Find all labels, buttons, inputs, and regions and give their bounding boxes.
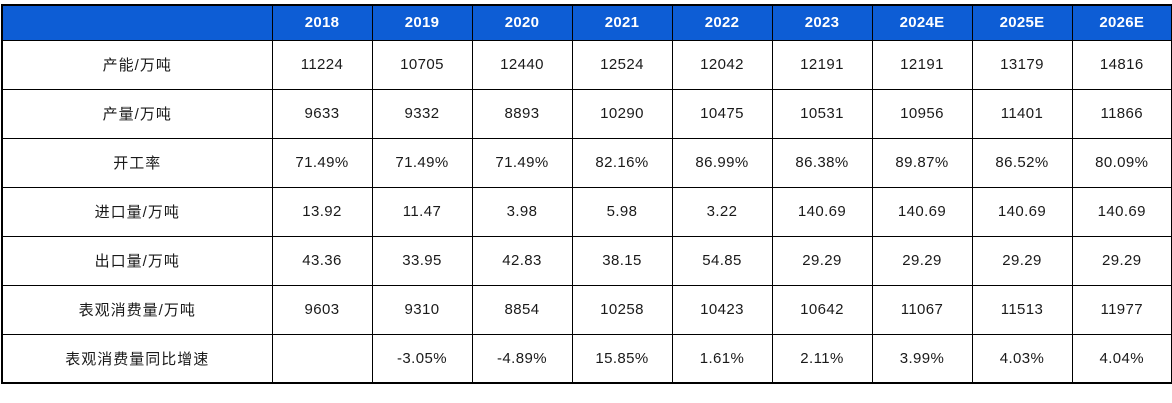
data-cell: 86.38% <box>771 137 873 188</box>
year-column-header: 2019 <box>371 4 473 41</box>
data-cell: 4.04% <box>1071 333 1172 384</box>
data-cell: 29.29 <box>871 235 973 286</box>
data-cell: 29.29 <box>1071 235 1172 286</box>
year-column-header: 2020 <box>471 4 573 41</box>
year-column-header: 2018 <box>271 4 373 41</box>
table-row: 进口量/万吨 13.92 11.47 3.98 5.98 3.22 140.69 140.69… <box>1 186 1172 237</box>
data-cell: 29.29 <box>971 235 1073 286</box>
table-row: 出口量/万吨 43.36 33.95 42.83 38.15 54.85 29.29 29.2… <box>1 235 1172 286</box>
data-cell: 13.92 <box>271 186 373 237</box>
row-label-cell: 开工率 <box>1 137 273 188</box>
table-body: 产能/万吨 11224 10705 12440 12524 12042 12191 12191… <box>1 39 1172 384</box>
data-cell: 4.03% <box>971 333 1073 384</box>
table-header-row: 2018 2019 2020 2021 2022 2023 2024E 2025E 2026E <box>1 4 1172 41</box>
year-column-header: 2026E <box>1071 4 1172 41</box>
data-cell: 14816 <box>1071 39 1172 90</box>
data-cell: 11.47 <box>371 186 473 237</box>
header-row: 2018 2019 2020 2021 2022 2023 2024E 2025E 2026E <box>1 4 1172 41</box>
data-cell: 9603 <box>271 284 373 335</box>
data-cell: 3.22 <box>671 186 773 237</box>
data-cell: 140.69 <box>871 186 973 237</box>
data-cell: 11067 <box>871 284 973 335</box>
year-column-header: 2023 <box>771 4 873 41</box>
data-cell: 11866 <box>1071 88 1172 139</box>
row-label-cell: 产能/万吨 <box>1 39 273 90</box>
data-cell: 43.36 <box>271 235 373 286</box>
data-cell: 5.98 <box>571 186 673 237</box>
data-cell: 12191 <box>771 39 873 90</box>
data-cell: 9332 <box>371 88 473 139</box>
data-cell: 10705 <box>371 39 473 90</box>
data-cell: 71.49% <box>271 137 373 188</box>
data-cell: 11977 <box>1071 284 1172 335</box>
data-cell: 140.69 <box>971 186 1073 237</box>
data-cell <box>271 333 373 384</box>
data-cell: 12524 <box>571 39 673 90</box>
table-row: 表观消费量/万吨 9603 9310 8854 10258 10423 10642 11067… <box>1 284 1172 335</box>
data-cell: 71.49% <box>471 137 573 188</box>
data-cell: 42.83 <box>471 235 573 286</box>
table-row: 产量/万吨 9633 9332 8893 10290 10475 10531 10956 114… <box>1 88 1172 139</box>
data-cell: 10642 <box>771 284 873 335</box>
year-column-header: 2021 <box>571 4 673 41</box>
data-cell: 10290 <box>571 88 673 139</box>
row-label-cell: 表观消费量/万吨 <box>1 284 273 335</box>
table-row: 表观消费量同比增速 -3.05% -4.89% 15.85% 1.61% 2.11% 3.9… <box>1 333 1172 384</box>
data-cell: 10258 <box>571 284 673 335</box>
row-label-cell: 产量/万吨 <box>1 88 273 139</box>
data-cell: 82.16% <box>571 137 673 188</box>
data-cell: 15.85% <box>571 333 673 384</box>
data-cell: 10475 <box>671 88 773 139</box>
data-cell: -4.89% <box>471 333 573 384</box>
data-cell: 12440 <box>471 39 573 90</box>
data-cell: 80.09% <box>1071 137 1172 188</box>
row-label-cell: 表观消费量同比增速 <box>1 333 273 384</box>
data-cell: 3.99% <box>871 333 973 384</box>
data-cell: 38.15 <box>571 235 673 286</box>
table-row: 开工率 71.49% 71.49% 71.49% 82.16% 86.99% 86.38% 8… <box>1 137 1172 188</box>
data-cell: 11513 <box>971 284 1073 335</box>
data-cell: -3.05% <box>371 333 473 384</box>
yearly-industry-data-table: 2018 2019 2020 2021 2022 2023 2024E 2025E 2026E … <box>1 4 1172 384</box>
data-cell: 10531 <box>771 88 873 139</box>
data-cell: 33.95 <box>371 235 473 286</box>
data-cell: 8854 <box>471 284 573 335</box>
corner-header-cell <box>1 4 273 41</box>
data-cell: 13179 <box>971 39 1073 90</box>
table-row: 产能/万吨 11224 10705 12440 12524 12042 12191 12191… <box>1 39 1172 90</box>
data-cell: 86.99% <box>671 137 773 188</box>
data-cell: 2.11% <box>771 333 873 384</box>
year-column-header: 2025E <box>971 4 1073 41</box>
data-cell: 11401 <box>971 88 1073 139</box>
table-container: 2018 2019 2020 2021 2022 2023 2024E 2025E 2026E … <box>1 4 1172 384</box>
data-cell: 86.52% <box>971 137 1073 188</box>
data-cell: 89.87% <box>871 137 973 188</box>
data-cell: 12191 <box>871 39 973 90</box>
data-cell: 10956 <box>871 88 973 139</box>
row-label-cell: 出口量/万吨 <box>1 235 273 286</box>
data-cell: 11224 <box>271 39 373 90</box>
data-cell: 12042 <box>671 39 773 90</box>
row-label-cell: 进口量/万吨 <box>1 186 273 237</box>
data-cell: 140.69 <box>1071 186 1172 237</box>
data-cell: 29.29 <box>771 235 873 286</box>
data-cell: 1.61% <box>671 333 773 384</box>
data-cell: 3.98 <box>471 186 573 237</box>
data-cell: 9310 <box>371 284 473 335</box>
year-column-header: 2022 <box>671 4 773 41</box>
year-column-header: 2024E <box>871 4 973 41</box>
data-cell: 10423 <box>671 284 773 335</box>
data-cell: 140.69 <box>771 186 873 237</box>
data-cell: 9633 <box>271 88 373 139</box>
data-cell: 54.85 <box>671 235 773 286</box>
data-cell: 71.49% <box>371 137 473 188</box>
data-cell: 8893 <box>471 88 573 139</box>
